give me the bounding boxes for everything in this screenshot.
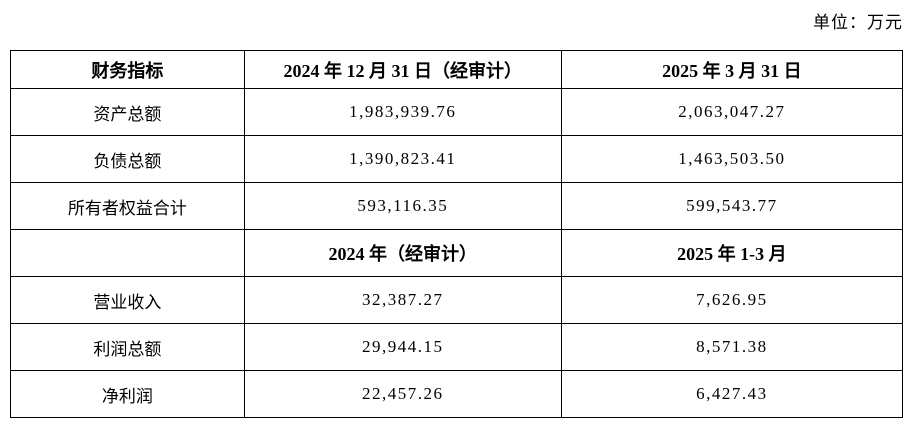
value-cell: 32,387.27 <box>243 276 562 324</box>
header-cell-empty <box>10 229 245 277</box>
header-cell-indicator: 财务指标 <box>10 50 245 89</box>
header-cell-period-2: 2025 年 3 月 31 日 <box>560 50 904 89</box>
value-cell: 29,944.15 <box>243 323 562 371</box>
unit-note: 单位：万元 <box>813 13 903 32</box>
table-row: 资产总额 1,983,939.76 2,063,047.27 <box>10 88 904 136</box>
row-label: 资产总额 <box>10 88 245 136</box>
financial-indicators-table: 财务指标 2024 年 12 月 31 日（经审计） 2025 年 3 月 31… <box>10 50 904 418</box>
value-cell: 1,983,939.76 <box>243 88 562 136</box>
value-cell: 6,427.43 <box>560 370 904 418</box>
value-cell: 599,543.77 <box>560 182 904 230</box>
value-cell: 8,571.38 <box>560 323 904 371</box>
table-row: 营业收入 32,387.27 7,626.95 <box>10 276 904 324</box>
header-cell-period-3: 2024 年（经审计） <box>243 229 562 277</box>
value-cell: 2,063,047.27 <box>560 88 904 136</box>
row-label: 净利润 <box>10 370 245 418</box>
table-row: 负债总额 1,390,823.41 1,463,503.50 <box>10 135 904 183</box>
value-cell: 593,116.35 <box>243 182 562 230</box>
header-cell-period-1: 2024 年 12 月 31 日（经审计） <box>243 50 562 89</box>
row-label: 所有者权益合计 <box>10 182 245 230</box>
row-label: 利润总额 <box>10 323 245 371</box>
value-cell: 7,626.95 <box>560 276 904 324</box>
header-cell-period-4: 2025 年 1-3 月 <box>560 229 904 277</box>
table-mid-header-row: 2024 年（经审计） 2025 年 1-3 月 <box>10 229 904 277</box>
row-label: 营业收入 <box>10 276 245 324</box>
value-cell: 1,390,823.41 <box>243 135 562 183</box>
value-cell: 22,457.26 <box>243 370 562 418</box>
table-row: 所有者权益合计 593,116.35 599,543.77 <box>10 182 904 230</box>
row-label: 负债总额 <box>10 135 245 183</box>
table-header-row: 财务指标 2024 年 12 月 31 日（经审计） 2025 年 3 月 31… <box>10 50 904 89</box>
value-cell: 1,463,503.50 <box>560 135 904 183</box>
table-row: 净利润 22,457.26 6,427.43 <box>10 370 904 418</box>
table-row: 利润总额 29,944.15 8,571.38 <box>10 323 904 371</box>
